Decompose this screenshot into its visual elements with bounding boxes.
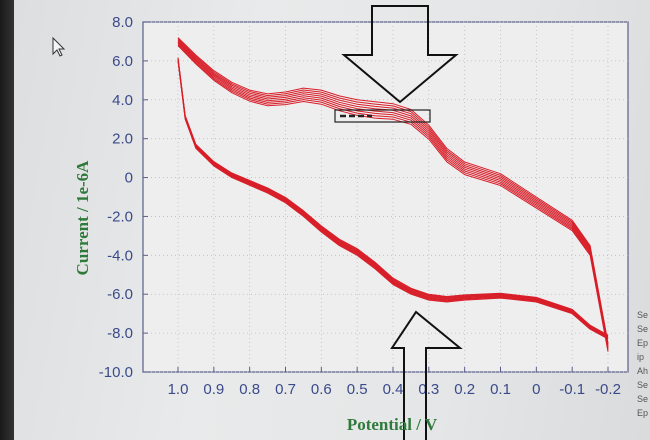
y-tick-label: 4.0 (112, 92, 133, 109)
side-panel-label: Se (637, 324, 648, 334)
cv-lower-branch-cycle-6 (177, 58, 609, 337)
monitor-bezel (0, 0, 18, 440)
y-tick-label: 8.0 (112, 14, 133, 31)
y-tick-label: -2.0 (107, 208, 133, 225)
y-axis: 8.0 6.0 4.0 2.0 0 -2.0 -4.0 -6.0 -8.0 -10.0 (99, 14, 148, 381)
cv-upper-branch-cycle-3 (177, 39, 609, 346)
y-tick-label: 6.0 (112, 53, 133, 70)
x-tick-label: -0.2 (595, 381, 621, 398)
cv-lower-branch-cycle-5 (177, 58, 609, 338)
cv-curves (177, 37, 609, 352)
side-panel-label: Ep (637, 338, 648, 348)
x-tick-label: 1.0 (168, 381, 189, 398)
x-tick-label: 0.1 (490, 381, 511, 398)
x-tick-label: 0.7 (275, 381, 296, 398)
cv-lower-branch-cycle-1 (177, 60, 609, 340)
cv-upper-branch-cycle-1 (177, 37, 609, 343)
cv-lower-branch-cycle-3 (177, 59, 609, 339)
x-axis-title: Potential / V (347, 415, 438, 434)
cv-upper-branch-cycle-6 (177, 43, 609, 350)
y-tick-label: -6.0 (107, 286, 133, 303)
side-panel-label: Se (637, 380, 648, 390)
mouse-cursor-icon (52, 36, 66, 57)
up-arrow-annotation (390, 310, 463, 440)
cv-lower-branch-cycle-2 (177, 60, 609, 339)
legend-box (334, 109, 431, 123)
x-tick-label: 0.4 (383, 381, 404, 398)
cv-lower-branch-cycle-7 (177, 57, 609, 337)
y-tick-label: -8.0 (107, 325, 133, 342)
cv-upper-branch-cycle-4 (177, 40, 609, 347)
y-tick-label: 2.0 (112, 131, 133, 148)
y-tick-label: -10.0 (99, 364, 133, 381)
x-axis: 1.0 0.9 0.8 0.7 0.6 0.5 0.4 0.3 0.2 0.1 0 -0.1 -0.2 (168, 367, 621, 398)
cv-lower-branch-cycle-4 (177, 59, 609, 338)
x-tick-label: 0.8 (239, 381, 260, 398)
x-tick-label: -0.1 (559, 381, 585, 398)
side-panel-label: ip (637, 352, 644, 362)
side-panel-label: Se (637, 394, 648, 404)
side-panel-label: Ep (637, 408, 648, 418)
side-panel-label: Se (637, 310, 648, 320)
cv-upper-branch-cycle-8 (177, 45, 609, 352)
y-axis-title: Current / 1e-6A (73, 160, 92, 276)
x-tick-label: 0.5 (347, 381, 368, 398)
x-tick-label: 0 (532, 381, 540, 398)
y-tick-label: -4.0 (107, 247, 133, 264)
side-panel-text: Se Se Ep ip Ah Se Se Ep (637, 310, 648, 418)
cv-lower-branch-cycle-8 (177, 57, 609, 336)
x-tick-label: 0.9 (203, 381, 224, 398)
down-arrow-annotation (341, 5, 459, 104)
y-tick-label: 0 (125, 170, 133, 187)
cv-upper-branch-cycle-7 (177, 44, 609, 351)
cv-upper-branch-cycle-2 (177, 38, 609, 345)
grid (143, 21, 628, 373)
x-tick-label: 0.2 (454, 381, 475, 398)
x-tick-label: 0.6 (311, 381, 332, 398)
x-tick-label: 0.3 (418, 381, 439, 398)
side-panel-label: Ah (637, 366, 648, 376)
